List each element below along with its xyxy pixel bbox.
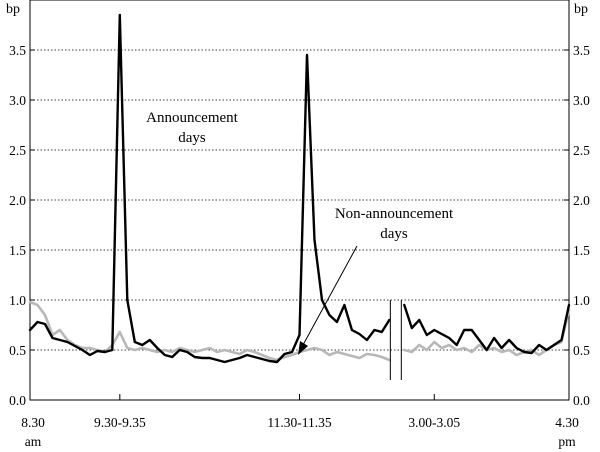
x-tick-label: 4.30 bbox=[555, 415, 579, 430]
x-tick-label: 8.30 bbox=[21, 415, 45, 430]
y-tick-label-right: 3.5 bbox=[573, 43, 590, 58]
y-tick-label-right: 0.5 bbox=[573, 343, 590, 358]
annotation-announcement-line1: Announcement bbox=[146, 110, 238, 126]
x-tick-sublabel: pm bbox=[558, 434, 576, 449]
series-lines bbox=[28, 13, 571, 364]
x-tick-sublabel: am bbox=[25, 434, 42, 449]
y-tick-label-right: 2.5 bbox=[573, 143, 590, 158]
y-tick-label-left: 3.0 bbox=[9, 93, 26, 108]
series-line-non-announcement-days bbox=[28, 300, 391, 362]
axis-ticks bbox=[29, 49, 570, 401]
y-tick-label-right: 1.5 bbox=[573, 243, 590, 258]
x-tick-label: 3.00-3.05 bbox=[408, 415, 460, 430]
y-tick-label-right: 3.0 bbox=[573, 93, 590, 108]
y-tick-label-right: 1.0 bbox=[573, 293, 590, 308]
left-unit-label: bp bbox=[6, 2, 20, 17]
y-tick-label-left: 2.5 bbox=[9, 143, 26, 158]
right-unit-label: bp bbox=[574, 2, 588, 17]
y-tick-label-left: 0.0 bbox=[9, 393, 26, 408]
y-tick-label-left: 3.5 bbox=[9, 43, 26, 58]
y-tick-label-left: 1.5 bbox=[9, 243, 26, 258]
y-tick-label-left: 2.0 bbox=[9, 193, 26, 208]
y-tick-label-right: 0.0 bbox=[573, 393, 590, 408]
annotation-announcement-line2: days bbox=[178, 130, 206, 146]
annotation-nonannouncement-line1: Non-announcement bbox=[335, 206, 454, 222]
x-tick-label: 9.30-9.35 bbox=[94, 415, 146, 430]
y-tick-label-right: 2.0 bbox=[573, 193, 590, 208]
series-line-announcement-days bbox=[403, 303, 571, 355]
y-tick-label-left: 1.0 bbox=[9, 293, 26, 308]
x-tick-label: 11.30-11.35 bbox=[267, 415, 331, 430]
axis-break-marks bbox=[389, 300, 402, 380]
y-tick-label-left: 0.5 bbox=[9, 343, 26, 358]
series-line-announcement-days bbox=[28, 13, 391, 364]
annotation-arrowhead bbox=[298, 341, 308, 355]
annotation-nonannouncement-line2: days bbox=[380, 226, 408, 242]
axis-labels: 0.0 0.0 0.5 0.5 1.0 1.0 1.5 1.5 2.0 2.0 2.5 2.5 3.0 3… bbox=[9, 43, 590, 449]
annotation-arrow-shaft bbox=[302, 245, 358, 346]
